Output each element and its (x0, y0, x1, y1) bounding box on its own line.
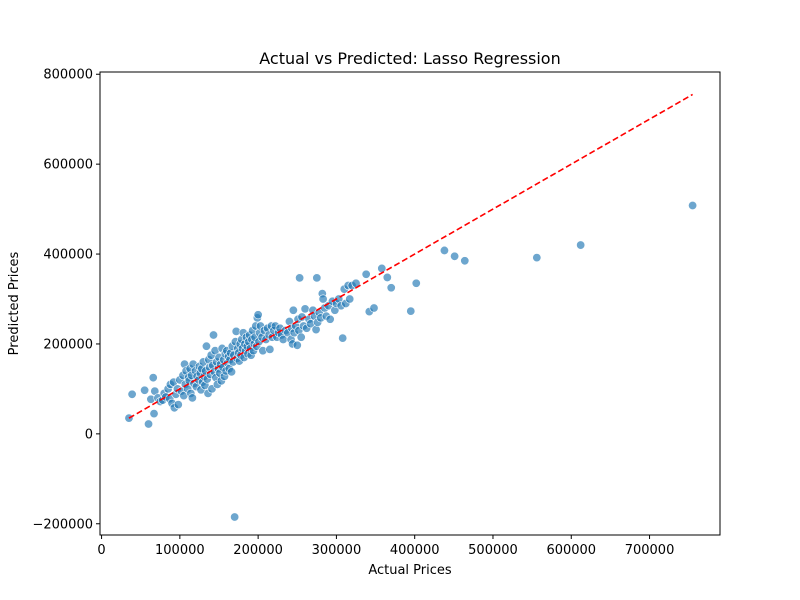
data-point (127, 389, 137, 399)
data-point (187, 393, 197, 403)
data-point (312, 273, 322, 283)
chart-title: Actual vs Predicted: Lasso Regression (259, 49, 560, 68)
data-point (377, 263, 387, 273)
data-point (439, 245, 449, 255)
data-point (406, 306, 416, 316)
x-tick-label: 700000 (625, 543, 675, 558)
data-point (369, 303, 379, 313)
x-tick-label: 300000 (312, 543, 362, 558)
data-point (300, 304, 310, 314)
data-point (265, 344, 275, 354)
data-point (532, 253, 542, 263)
data-point (411, 278, 421, 288)
x-axis: 0 100000 200000 300000 400000 500000 600000 700… (97, 535, 674, 558)
data-point (386, 283, 396, 293)
data-point (144, 419, 154, 429)
plot-area (124, 93, 698, 522)
x-tick-label: 600000 (546, 543, 596, 558)
y-tick-label: 0 (85, 427, 93, 442)
data-point (288, 305, 298, 315)
data-point (460, 256, 470, 266)
data-point (173, 400, 183, 410)
x-axis-label: Actual Prices (368, 563, 452, 578)
y-tick-label: 600000 (43, 158, 93, 173)
y-tick-label: 800000 (43, 68, 93, 83)
data-point (295, 273, 305, 283)
data-point (296, 332, 306, 342)
data-point (140, 385, 150, 395)
data-point (227, 367, 237, 377)
y-tick-label: 200000 (43, 337, 93, 352)
data-point (450, 251, 460, 261)
data-point (325, 314, 335, 324)
data-point (382, 272, 392, 282)
data-point (361, 269, 371, 279)
y-axis: −200000 0 200000 400000 600000 800000 (32, 68, 100, 532)
data-point (338, 333, 348, 343)
data-point (576, 240, 586, 250)
reference-line (128, 93, 693, 419)
data-point (148, 373, 158, 383)
data-point (292, 340, 302, 350)
y-axis-label: Predicted Prices (7, 251, 22, 355)
data-point (345, 294, 355, 304)
data-point (149, 409, 159, 419)
x-tick-label: 0 (97, 543, 105, 558)
x-tick-label: 200000 (233, 543, 283, 558)
data-point (253, 310, 263, 320)
x-tick-label: 500000 (468, 543, 518, 558)
axes-frame (99, 71, 721, 536)
data-point (688, 201, 698, 211)
data-point (230, 512, 240, 522)
x-tick-label: 100000 (155, 543, 205, 558)
y-tick-label: 400000 (43, 248, 93, 263)
data-point (201, 341, 211, 351)
data-point (318, 294, 328, 304)
y-tick-label: −200000 (32, 517, 93, 532)
data-point (209, 330, 219, 340)
x-tick-label: 400000 (390, 543, 440, 558)
